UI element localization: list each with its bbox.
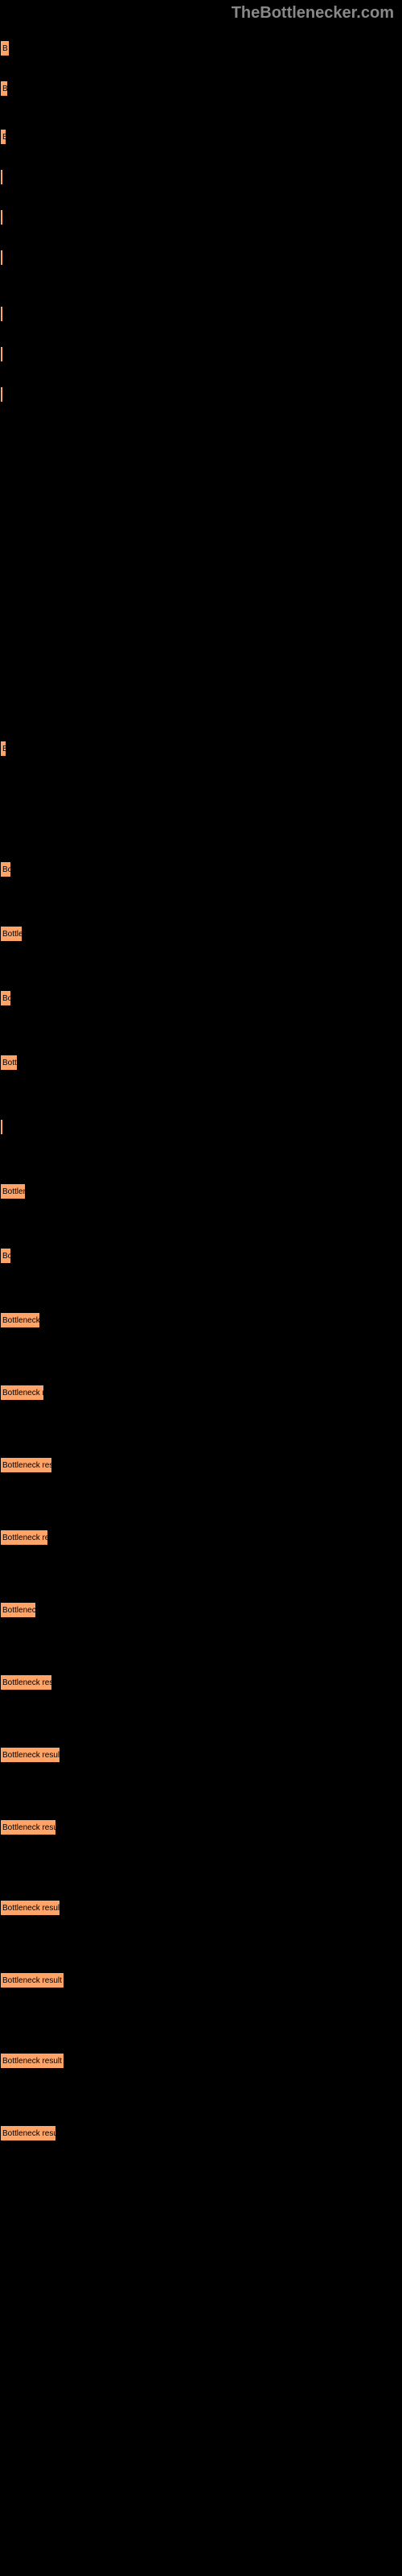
bar: Bottleneck res bbox=[0, 1457, 52, 1473]
bar-group bbox=[0, 169, 3, 185]
bars-container: B B B B Bo Bottle Bo Bott Bottlen Bo Bottleneck Bot… bbox=[0, 0, 402, 2576]
bar-group: Bottleneck res bbox=[0, 1457, 52, 1473]
bar bbox=[0, 250, 3, 266]
bar: Bottleneck result bbox=[0, 1747, 60, 1763]
bar-group bbox=[0, 346, 3, 362]
bar-group bbox=[0, 250, 3, 266]
bar bbox=[0, 209, 3, 225]
bar: B bbox=[0, 80, 8, 97]
bar: Bott bbox=[0, 1055, 18, 1071]
bar: Bottleneck result bbox=[0, 1972, 64, 1988]
bar bbox=[0, 1119, 3, 1135]
bar-group: B bbox=[0, 129, 6, 145]
bar: Bottleneck bbox=[0, 1312, 40, 1328]
bar bbox=[0, 346, 3, 362]
bar bbox=[0, 169, 3, 185]
bar: Bottlen bbox=[0, 1183, 26, 1199]
bar-group: Bottleneck re bbox=[0, 1530, 48, 1546]
bar-group bbox=[0, 306, 3, 322]
bar bbox=[0, 306, 3, 322]
bar: B bbox=[0, 129, 6, 145]
bar-group: Bottleneck bbox=[0, 1312, 40, 1328]
bar-group: Bottleneck r bbox=[0, 1385, 44, 1401]
bar-group bbox=[0, 1119, 3, 1135]
bar-group: Bottleneck bbox=[0, 1602, 36, 1618]
bar: Bottleneck bbox=[0, 1602, 36, 1618]
bar-group: Bottleneck resu bbox=[0, 2125, 56, 2141]
bar-group bbox=[0, 209, 3, 225]
bar: B bbox=[0, 40, 10, 56]
bar-group: Bo bbox=[0, 1248, 11, 1264]
bar: Bo bbox=[0, 990, 11, 1006]
bar: Bo bbox=[0, 1248, 11, 1264]
bar: Bottleneck result bbox=[0, 1900, 60, 1916]
bar-group: Bottleneck result bbox=[0, 2053, 64, 2069]
bar: Bottleneck resu bbox=[0, 2125, 56, 2141]
bar-group: B bbox=[0, 741, 6, 757]
bar-group: Bottlen bbox=[0, 1183, 26, 1199]
bar-group: Bottleneck res bbox=[0, 1674, 52, 1690]
bar-group: B bbox=[0, 40, 10, 56]
bar: Bottleneck resu bbox=[0, 1819, 56, 1835]
bar: Bottleneck res bbox=[0, 1674, 52, 1690]
bar-group bbox=[0, 386, 3, 402]
bar-group: Bott bbox=[0, 1055, 18, 1071]
bar-group: B bbox=[0, 80, 8, 97]
bar: Bottleneck re bbox=[0, 1530, 48, 1546]
bar: Bo bbox=[0, 861, 11, 877]
bar: Bottleneck result bbox=[0, 2053, 64, 2069]
bar: B bbox=[0, 741, 6, 757]
bar-group: Bo bbox=[0, 861, 11, 877]
bar bbox=[0, 386, 3, 402]
bar-group: Bottleneck resu bbox=[0, 1819, 56, 1835]
bar-group: Bottle bbox=[0, 926, 23, 942]
bar: Bottle bbox=[0, 926, 23, 942]
bar: Bottleneck r bbox=[0, 1385, 44, 1401]
bar-group: Bottleneck result bbox=[0, 1972, 64, 1988]
bar-group: Bottleneck result bbox=[0, 1900, 60, 1916]
bar-group: Bottleneck result bbox=[0, 1747, 60, 1763]
bar-group: Bo bbox=[0, 990, 11, 1006]
